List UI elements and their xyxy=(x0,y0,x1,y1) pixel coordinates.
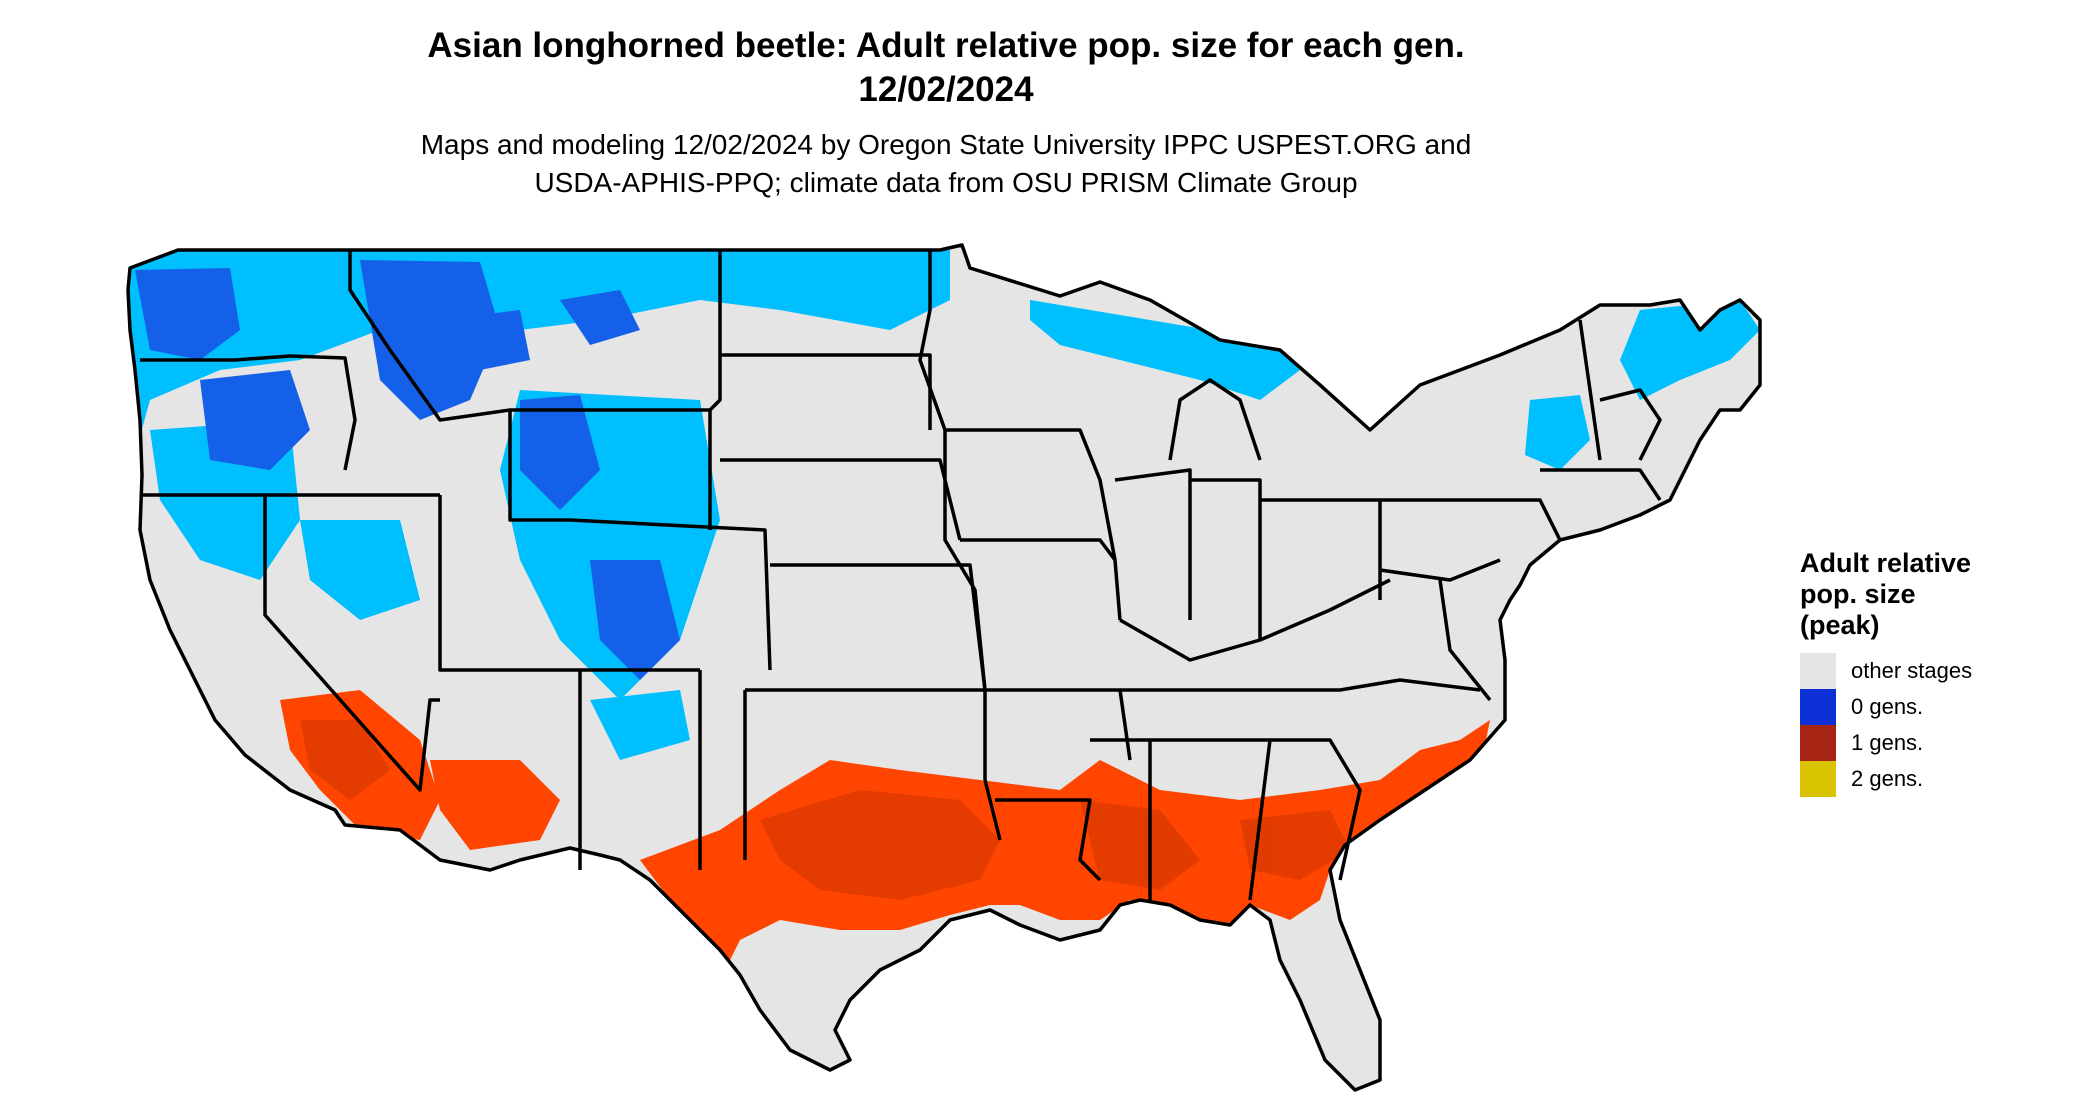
map-subtitle-line2: USDA-APHIS-PPQ; climate data from OSU PR… xyxy=(534,167,1358,198)
legend-swatch-other xyxy=(1800,653,1836,689)
map-title: Asian longhorned beetle: Adult relative … xyxy=(427,26,1465,65)
one-gen-core-zone xyxy=(300,720,1350,900)
legend-label-2: 2 gens. xyxy=(1851,766,1924,791)
legend-swatch-1 xyxy=(1800,725,1836,761)
map-subtitle-line1: Maps and modeling 12/02/2024 by Oregon S… xyxy=(420,129,1472,160)
zero-gen-dark-zone xyxy=(135,260,680,680)
zero-gen-light-zone xyxy=(128,250,1760,760)
state-borders xyxy=(126,243,1762,1092)
legend-title-line3: (peak) xyxy=(1800,610,1880,640)
legend-items: other stages 0 gens. 1 gens. 2 gens. xyxy=(1800,653,2090,803)
legend: Adult relative pop. size (peak) other st… xyxy=(1800,548,2090,803)
legend-label-1: 1 gens. xyxy=(1851,730,1924,755)
legend-swatch-2 xyxy=(1800,761,1836,797)
legend-swatch-0 xyxy=(1800,689,1836,725)
legend-label-other: other stages xyxy=(1851,658,1973,683)
legend-title-line2: pop. size xyxy=(1800,579,1916,609)
map-date: 12/02/2024 xyxy=(858,70,1034,109)
legend-title-line1: Adult relative xyxy=(1800,548,1972,578)
legend-label-0: 0 gens. xyxy=(1851,694,1924,719)
us-land xyxy=(128,245,1760,1090)
